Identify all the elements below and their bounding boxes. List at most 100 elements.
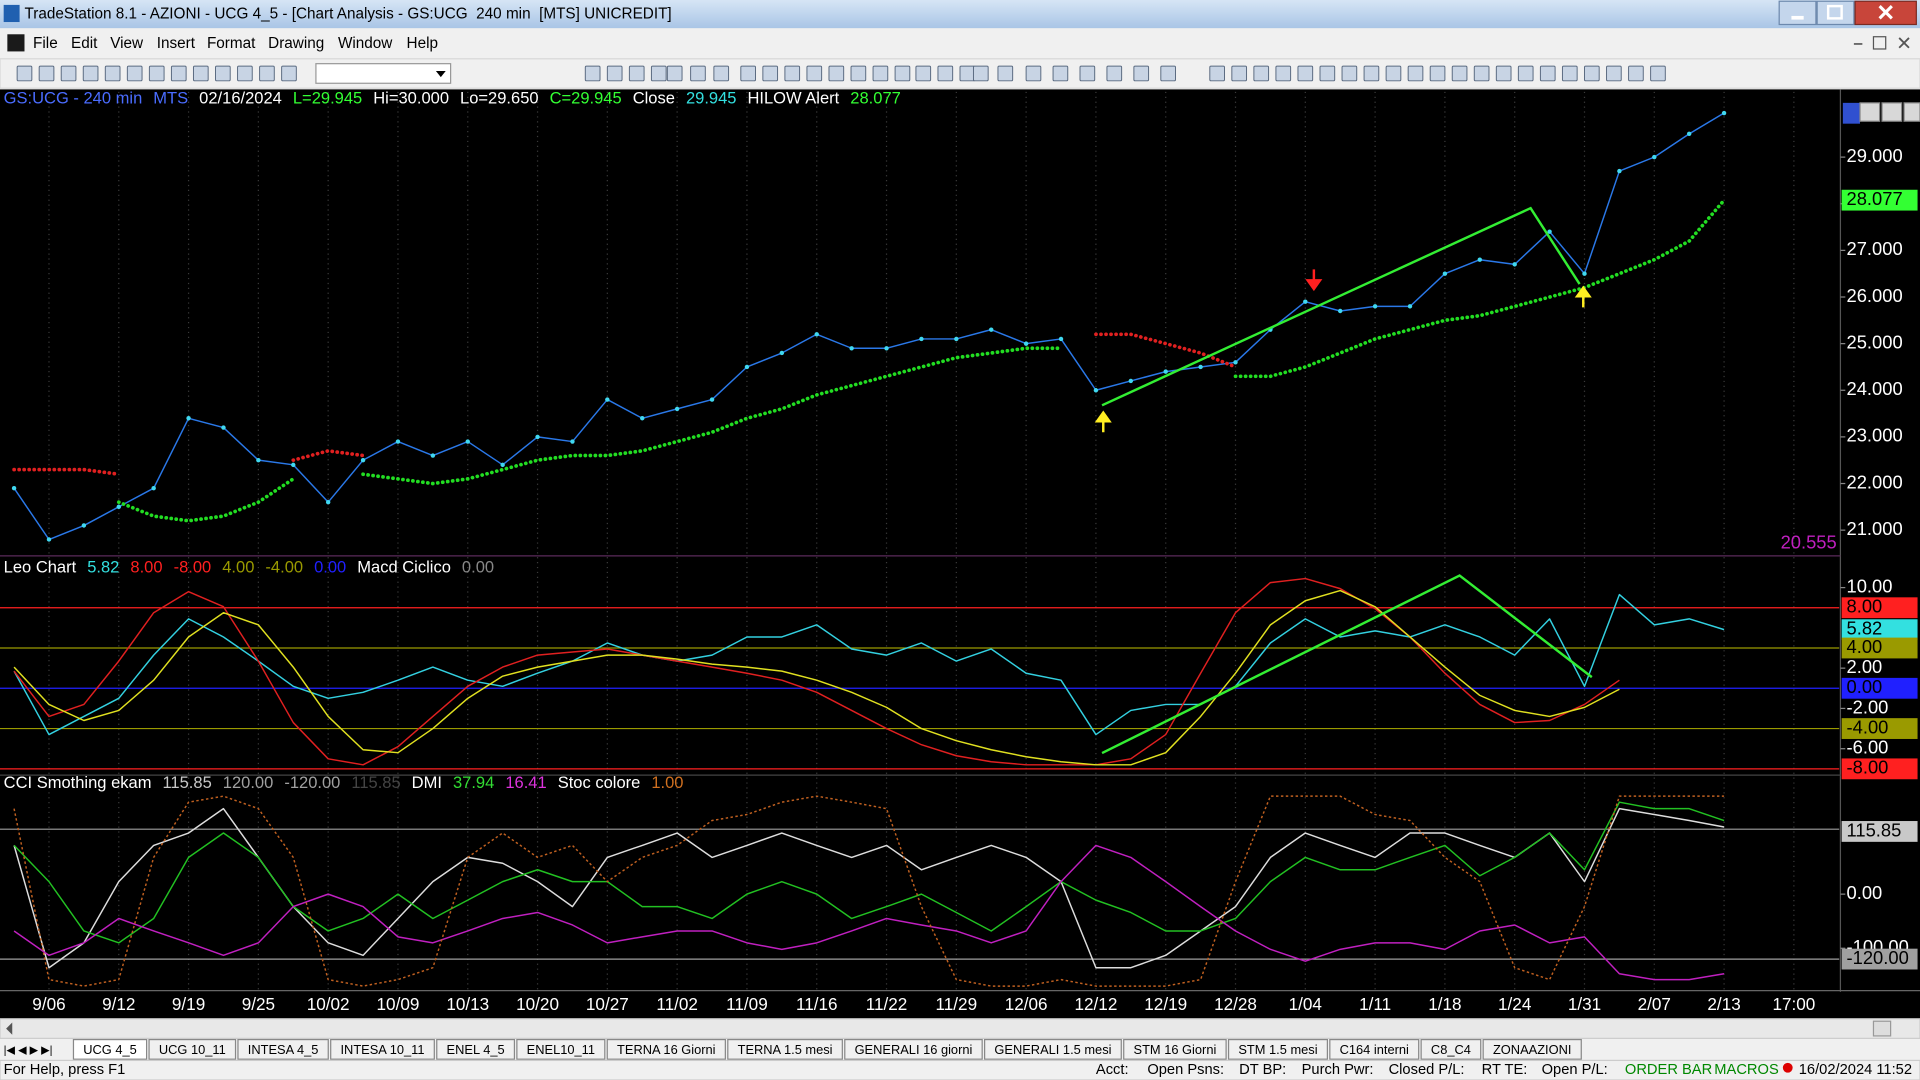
- mdi-close[interactable]: [1898, 37, 1910, 49]
- toolbar-icon[interactable]: [1606, 65, 1622, 82]
- toolbar-icon[interactable]: [894, 65, 911, 82]
- toolbar-icon[interactable]: [38, 65, 55, 82]
- menu-item[interactable]: Edit: [71, 35, 98, 52]
- tab[interactable]: TERNA 1.5 mesi: [727, 1038, 843, 1060]
- tab-shape[interactable]: [606, 1038, 726, 1060]
- tab[interactable]: UCG 4_5: [72, 1038, 148, 1060]
- tab[interactable]: ENEL 4_5: [436, 1038, 516, 1060]
- tab-label[interactable]: STM 16 Giorni: [1134, 1042, 1217, 1057]
- toolbar-icon[interactable]: [237, 65, 253, 82]
- tab[interactable]: INTESA 4_5: [237, 1038, 329, 1060]
- toolbar-icon[interactable]: [1517, 65, 1534, 82]
- tab-label[interactable]: UCG 4_5: [83, 1042, 137, 1057]
- toolbar-icon[interactable]: [1473, 65, 1490, 82]
- tab[interactable]: STM 16 Giorni: [1123, 1038, 1227, 1060]
- scrollbar[interactable]: [0, 1018, 1920, 1039]
- toolbar-icon[interactable]: [606, 65, 623, 82]
- tab[interactable]: C164 interni: [1329, 1038, 1420, 1060]
- symbol-dropdown[interactable]: [315, 63, 452, 84]
- toolbar-icon[interactable]: [1385, 65, 1402, 82]
- tab-label[interactable]: ENEL10_11: [527, 1042, 595, 1057]
- menu-item[interactable]: Insert: [157, 35, 196, 52]
- toolbar-icon[interactable]: [650, 65, 667, 82]
- tab-label[interactable]: INTESA 10_11: [340, 1042, 424, 1057]
- pane-control[interactable]: [1903, 102, 1920, 122]
- toolbar-icon[interactable]: [666, 65, 683, 82]
- tab-label[interactable]: TERNA 16 Giorni: [617, 1042, 716, 1057]
- tab-label[interactable]: GENERALI 16 giorni: [855, 1042, 973, 1057]
- tab-label[interactable]: ENEL 4_5: [447, 1042, 505, 1057]
- toolbar-icon[interactable]: [1341, 65, 1358, 82]
- toolbar-icon[interactable]: [1133, 65, 1150, 82]
- tab-shape[interactable]: [516, 1038, 606, 1060]
- tab-shape[interactable]: [148, 1038, 237, 1060]
- toolbar-icon[interactable]: [16, 65, 33, 82]
- tab[interactable]: INTESA 10_11: [330, 1038, 435, 1060]
- toolbar-icon[interactable]: [1561, 65, 1578, 82]
- pane-control[interactable]: [1859, 102, 1881, 122]
- toolbar-icon[interactable]: [1209, 65, 1225, 82]
- toolbar-icon[interactable]: [872, 65, 889, 82]
- tab-shape[interactable]: [330, 1038, 435, 1060]
- toolbar-icon[interactable]: [1539, 65, 1556, 82]
- toolbar-icon[interactable]: [1429, 65, 1446, 82]
- tab-label[interactable]: GENERALI 1.5 mesi: [994, 1042, 1111, 1057]
- tab[interactable]: ZONAAZIONI: [1482, 1038, 1582, 1060]
- toolbar-icon[interactable]: [1079, 65, 1096, 82]
- toolbar-icon[interactable]: [997, 65, 1014, 82]
- tab-shape[interactable]: [727, 1038, 843, 1060]
- tab-shape[interactable]: [72, 1038, 148, 1060]
- scroll-left[interactable]: [6, 1022, 13, 1035]
- toolbar-icon[interactable]: [1052, 65, 1069, 82]
- toolbar-icon[interactable]: [1584, 65, 1600, 82]
- toolbar-icon[interactable]: [972, 65, 989, 82]
- toolbar-icon[interactable]: [60, 65, 77, 82]
- scroll-thumb[interactable]: [1872, 1020, 1892, 1037]
- tab-shape[interactable]: [984, 1038, 1122, 1060]
- toolbar-icon[interactable]: [584, 65, 601, 82]
- maximize-button[interactable]: [1816, 0, 1855, 26]
- tab-label[interactable]: C164 interni: [1340, 1042, 1409, 1057]
- toolbar-icon[interactable]: [1231, 65, 1248, 82]
- toolbar-icon[interactable]: [690, 65, 706, 82]
- pane-control[interactable]: [1842, 102, 1860, 124]
- toolbar-icon[interactable]: [259, 65, 275, 82]
- menu-item[interactable]: Help: [407, 35, 438, 52]
- toolbar-icon[interactable]: [1253, 65, 1270, 82]
- toolbar-icon[interactable]: [1106, 65, 1123, 82]
- tab[interactable]: GENERALI 1.5 mesi: [984, 1038, 1122, 1060]
- tab-shape[interactable]: [1420, 1038, 1482, 1060]
- toolbar-icon[interactable]: [784, 65, 801, 82]
- toolbar-icon[interactable]: [762, 65, 779, 82]
- tab-shape[interactable]: [844, 1038, 983, 1060]
- toolbar-icon[interactable]: [126, 65, 143, 82]
- tab-label[interactable]: INTESA 4_5: [248, 1042, 319, 1057]
- toolbar-icon[interactable]: [1650, 65, 1666, 82]
- toolbar-icon[interactable]: [740, 65, 756, 82]
- tab-shape[interactable]: [1482, 1038, 1582, 1060]
- tab-label[interactable]: C8_C4: [1431, 1042, 1471, 1057]
- tab[interactable]: C8_C4: [1420, 1038, 1482, 1060]
- toolbar-icon[interactable]: [104, 65, 121, 82]
- tab[interactable]: STM 1.5 mesi: [1227, 1038, 1328, 1060]
- mdi-minimize[interactable]: –: [1854, 35, 1863, 52]
- toolbar-icon[interactable]: [1297, 65, 1314, 82]
- tab-label[interactable]: STM 1.5 mesi: [1238, 1042, 1317, 1057]
- toolbar-icon[interactable]: [170, 65, 187, 82]
- tab[interactable]: UCG 10_11: [148, 1038, 237, 1060]
- tab-nav[interactable]: |◀ ◀ ▶ ▶|: [4, 1045, 53, 1057]
- toolbar-icon[interactable]: [828, 65, 845, 82]
- menu-item[interactable]: View: [110, 35, 144, 52]
- menu-item[interactable]: Format: [207, 35, 256, 52]
- pane-control[interactable]: [1881, 102, 1903, 122]
- tab-shape[interactable]: [436, 1038, 516, 1060]
- toolbar-icon[interactable]: [1495, 65, 1512, 82]
- toolbar-icon[interactable]: [1275, 65, 1292, 82]
- toolbar-icon[interactable]: [937, 65, 954, 82]
- order-bar-button[interactable]: ORDER BAR: [1625, 1062, 1712, 1078]
- toolbar-icon[interactable]: [215, 65, 231, 82]
- tab[interactable]: GENERALI 16 giorni: [844, 1038, 983, 1060]
- toolbar-icon[interactable]: [1319, 65, 1336, 82]
- tab-label[interactable]: ZONAAZIONI: [1493, 1042, 1572, 1057]
- mdi-restore[interactable]: [1872, 36, 1887, 50]
